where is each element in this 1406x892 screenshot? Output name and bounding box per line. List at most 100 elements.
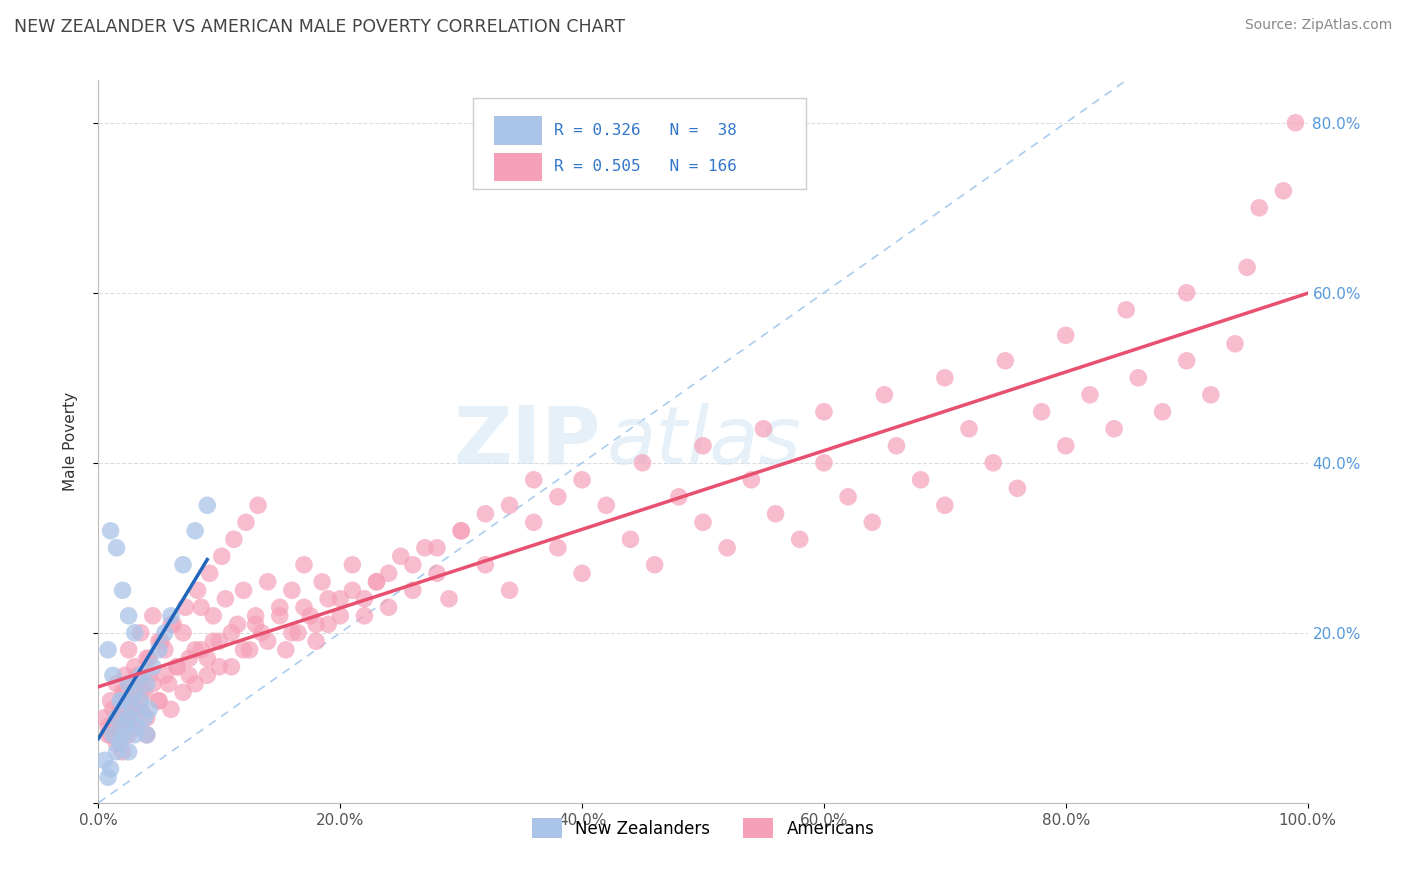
Point [1152,405,1174,419]
Point [166,660,188,674]
Point [813,405,835,419]
Point [437,591,460,606]
Point [957,422,980,436]
Point [142,608,165,623]
Point [547,490,569,504]
Point [153,625,176,640]
Point [1115,302,1137,317]
Point [118,745,141,759]
Point [118,728,141,742]
Point [1272,184,1295,198]
Point [135,677,157,691]
Point [153,668,176,682]
Point [873,388,896,402]
Point [450,524,472,538]
Point [377,566,399,581]
Point [124,719,146,733]
Point [221,625,243,640]
Point [247,498,270,512]
Point [160,617,183,632]
Point [121,702,143,716]
Point [716,541,738,555]
Point [211,549,233,564]
Point [250,625,273,640]
Point [111,583,134,598]
Point [208,634,231,648]
Point [184,677,207,691]
Point [174,600,197,615]
Point [190,642,212,657]
Point [994,353,1017,368]
Point [1175,285,1198,300]
Point [631,456,654,470]
Point [97,642,120,657]
Point [789,533,811,547]
Point [135,651,157,665]
Point [127,719,149,733]
Point [274,642,297,657]
Point [111,728,134,742]
Point [837,490,859,504]
Point [97,719,120,733]
Point [214,591,236,606]
FancyBboxPatch shape [474,98,806,189]
Bar [494,117,543,145]
Point [1236,260,1258,275]
Point [114,719,136,733]
Point [765,507,787,521]
Point [498,498,520,512]
Legend: New Zealanders, Americans: New Zealanders, Americans [524,812,882,845]
Point [108,736,131,750]
Point [1128,371,1150,385]
Point [1199,388,1222,402]
Point [105,745,128,759]
Point [740,473,762,487]
Point [118,711,141,725]
Point [195,651,218,665]
Point [111,745,134,759]
Point [547,541,569,555]
Point [142,660,165,674]
Point [239,642,262,657]
Point [118,642,141,657]
Point [366,574,388,589]
Point [235,516,257,530]
Point [118,711,141,725]
Point [129,685,152,699]
Point [316,591,339,606]
Point [1223,336,1246,351]
Point [124,625,146,640]
Point [129,694,152,708]
Point [160,608,183,623]
Y-axis label: Male Poverty: Male Poverty [63,392,77,491]
Point [134,685,156,699]
Bar [494,153,543,181]
Point [118,677,141,691]
Point [668,490,690,504]
Point [97,770,120,784]
Point [426,566,449,581]
Point [127,668,149,682]
Point [121,694,143,708]
Point [813,456,835,470]
Point [292,600,315,615]
Point [135,711,157,725]
Point [269,600,291,615]
Point [934,371,956,385]
Point [148,694,170,708]
Point [910,473,932,487]
Point [644,558,666,572]
Point [474,558,496,572]
Point [118,719,141,733]
Point [752,422,775,436]
Point [226,617,249,632]
Point [172,625,194,640]
Point [692,439,714,453]
Point [179,668,201,682]
Point [523,473,546,487]
Point [222,533,245,547]
Point [281,625,304,640]
Point [187,583,209,598]
Point [860,516,883,530]
Point [105,711,128,725]
